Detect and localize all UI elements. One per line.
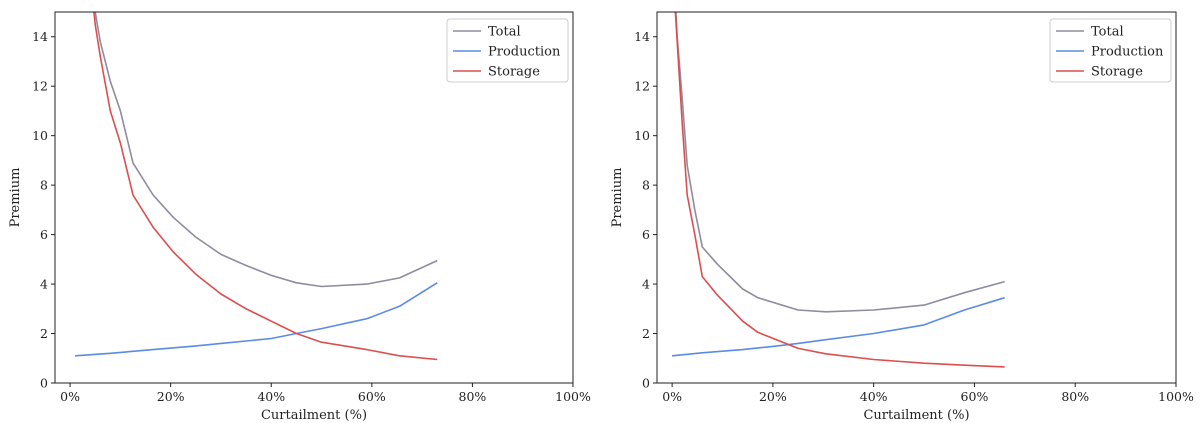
y-tick-label: 12 (634, 79, 650, 94)
x-axis-label: Curtailment (%) (261, 408, 367, 423)
legend-label-production: Production (1091, 45, 1164, 60)
legend-label-storage: Storage (488, 65, 540, 80)
x-tick-label: 20% (759, 389, 787, 404)
plot-frame (656, 11, 1177, 384)
y-tick-label: 8 (642, 178, 650, 193)
legend-label-storage: Storage (1091, 65, 1143, 80)
y-tick-label: 4 (40, 277, 48, 292)
series-line-production (672, 296, 1005, 357)
series-line-storage (93, 12, 438, 361)
x-tick-label: 0% (662, 389, 682, 404)
x-tick-label: 80% (1061, 389, 1089, 404)
x-tick-label: 20% (157, 389, 185, 404)
x-tick-label: 100% (555, 389, 591, 404)
y-tick-label: 6 (40, 227, 48, 242)
legend-label-production: Production (488, 45, 561, 60)
x-tick-label: 60% (961, 389, 989, 404)
y-tick-label: 2 (642, 326, 650, 341)
y-axis-label: Premium (8, 168, 23, 228)
x-tick-label: 40% (257, 389, 285, 404)
x-tick-label: 100% (1158, 389, 1194, 404)
chart-panel-1: 0% 20% 40% 60% 80% 100% 0 2 4 6 8 10 12 14 Curtailment… (8, 11, 591, 423)
y-tick-label: 4 (642, 277, 650, 292)
y-tick-label: 14 (634, 29, 650, 44)
x-tick-label: 80% (459, 389, 487, 404)
y-tick-label: 0 (642, 376, 650, 391)
legend: Total Production Storage (446, 18, 569, 83)
y-tick-label: 14 (32, 29, 48, 44)
y-tick-label: 6 (642, 227, 650, 242)
y-axis-label: Premium (610, 168, 625, 228)
y-tick-label: 10 (32, 128, 48, 143)
x-tick-label: 40% (860, 389, 888, 404)
y-tick-label: 10 (634, 128, 650, 143)
legend-label-total: Total (488, 25, 521, 40)
legend: Total Production Storage (1049, 18, 1172, 83)
series-line-production (75, 282, 438, 357)
y-tick-label: 2 (40, 326, 48, 341)
y-tick-label: 0 (40, 376, 48, 391)
legend-box (1049, 18, 1172, 83)
series-line-storage (674, 12, 1005, 368)
legend-box (446, 18, 569, 83)
x-tick-label: 60% (358, 389, 386, 404)
x-tick-label: 0% (60, 389, 80, 404)
legend-label-total: Total (1091, 25, 1124, 40)
series-line-total (94, 12, 438, 288)
y-tick-label: 8 (40, 178, 48, 193)
y-tick-label: 12 (32, 79, 48, 94)
plot-frame (54, 11, 574, 384)
chart-panel-2: 0% 20% 40% 60% 80% 100% 0 2 4 6 8 10 12 14 Curtailment… (610, 11, 1194, 423)
series-line-total (675, 12, 1005, 313)
x-axis-label: Curtailment (%) (863, 408, 969, 423)
